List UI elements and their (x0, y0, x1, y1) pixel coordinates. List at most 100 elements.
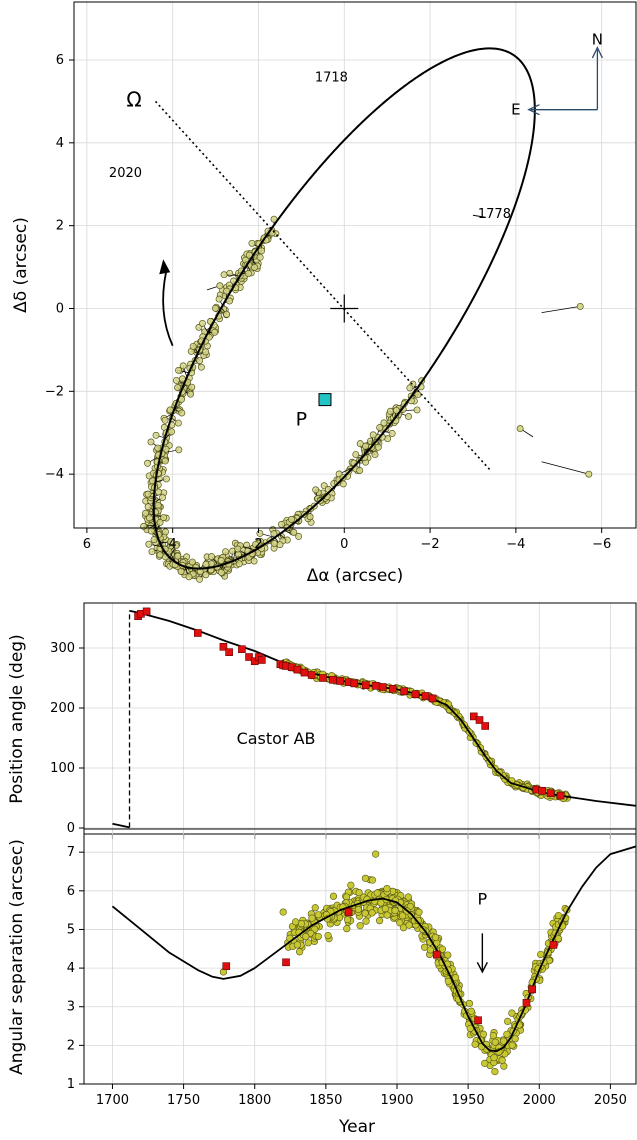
pa-micrometric-point (371, 681, 380, 690)
pa-micrometric-point (319, 674, 327, 682)
orbit-observation-point (252, 540, 259, 548)
orbit-observation-point (290, 528, 298, 536)
orbit-observation-point (211, 328, 219, 336)
sep-micrometric-point (549, 941, 558, 949)
orbit-x-tick-label: −2 (420, 537, 439, 552)
sep-plot: P (111, 845, 637, 1053)
sep-x-tick-label: 2000 (523, 1093, 556, 1108)
orbit-observation-point (217, 556, 225, 564)
pa-axes-frame (83, 602, 637, 835)
orbit-overlay: Ω 1718 1778 2020 P N E (109, 30, 603, 570)
pa-micrometric-point (421, 692, 430, 700)
separation-panel: P 1700 1750 1800 1850 1900 1950 2000 2050 1 2 3 4 5 6… (7, 828, 637, 1137)
sep-observation-point (452, 973, 460, 982)
sep-observation-point (368, 876, 376, 884)
orbit-observation-point (413, 406, 421, 414)
sep-observation-point (291, 918, 300, 926)
orbit-observation-point (144, 503, 152, 511)
sep-observation-point (491, 1068, 499, 1076)
sep-x-tick-label: 1900 (380, 1093, 413, 1108)
sep-x-tick-label: 1800 (238, 1093, 271, 1108)
orbit-grid (74, 2, 636, 528)
sep-observation-point (511, 1035, 519, 1043)
sep-observation-point (308, 914, 316, 922)
orbit-observation-point (144, 459, 152, 467)
orbit-annotation: 2020 (109, 166, 142, 181)
north-arrowhead (591, 46, 603, 59)
pa-plot: Castor AB (112, 607, 637, 829)
orbit-x-tick-label: 2 (254, 537, 262, 552)
sep-observation-point (383, 884, 391, 893)
orbit-observation-point (142, 509, 149, 517)
orbit-observation-point (217, 569, 225, 576)
sep-observation-point (438, 945, 447, 953)
sep-observation-point (304, 939, 312, 947)
sep-micrometric-point (222, 962, 231, 970)
pa-micrometric-point (481, 722, 489, 730)
pa-micrometric-point (378, 683, 387, 691)
sep-observation-point (426, 946, 434, 954)
sep-observation-point (490, 1054, 498, 1062)
orbit-observation-point (145, 514, 153, 522)
pa-micrometric-point (194, 629, 202, 637)
orbit-y-tick-label: −2 (45, 384, 64, 399)
sep-observation-point (491, 1038, 499, 1046)
sep-observation-point (508, 1009, 516, 1017)
orbit-observation-point (306, 513, 314, 521)
year-tick-1778 (472, 214, 486, 218)
orbit-observation-point (414, 391, 422, 399)
pa-y-tick-label: 0 (67, 821, 75, 836)
orbit-annotation: N (592, 30, 603, 48)
sep-observation-point (405, 921, 413, 929)
orbit-observation-point (196, 357, 204, 365)
pa-micrometric-point (556, 791, 565, 800)
sep-observation-point (314, 932, 322, 941)
pa-y-tick-label: 200 (50, 701, 75, 716)
orbit-observation-point (376, 424, 384, 432)
sep-micrometric-point (474, 1016, 482, 1025)
orbit-observation-point (172, 376, 180, 384)
pa-annotation: Castor AB (237, 729, 316, 748)
orbit-observation-point (248, 239, 256, 247)
pa-micrometric-point (300, 668, 309, 677)
orbit-y-tick-label: −4 (45, 467, 64, 482)
orbit-observation-point (175, 446, 183, 454)
sep-axes-frame (83, 828, 637, 1085)
orbit-observation-point (220, 271, 228, 279)
orbit-observation-point (276, 541, 284, 549)
sep-x-tick-label: 1950 (452, 1093, 485, 1108)
sep-observation-point (500, 1062, 508, 1070)
sep-observation-point (355, 888, 363, 897)
orbit-observation-point (211, 304, 219, 312)
orbit-observation-point (196, 575, 203, 583)
orbit-x-tick-label: 4 (169, 537, 177, 552)
pa-y-axis-label: Position angle (deg) (7, 634, 27, 803)
sep-observation-point (295, 948, 304, 956)
orbit-x-tick-label: −6 (592, 537, 611, 552)
orbit-observation-point (178, 409, 186, 417)
orbit-observation-point (226, 297, 233, 305)
orbit-observation-point (202, 571, 210, 579)
orbit-observation-point (362, 442, 370, 450)
orbit-observation-point (356, 467, 364, 474)
orbit-annotation: 1778 (478, 207, 511, 222)
pa-ticks: 0 100 200 300 (50, 641, 611, 839)
orbit-observation-point (258, 247, 266, 255)
sep-observation-point (314, 911, 322, 919)
pa-micrometric-point (307, 671, 316, 679)
sep-micrometric-point (282, 958, 290, 967)
sep-grid (84, 829, 636, 1085)
sep-observation-point (356, 922, 364, 930)
sep-observations (219, 850, 571, 1076)
orbit-x-tick-label: 0 (340, 537, 348, 552)
sep-observation-point (481, 1059, 489, 1067)
orbit-observation-point (161, 416, 169, 424)
sep-observation-point (383, 911, 391, 919)
sep-y-tick-label: 7 (67, 845, 75, 860)
orbit-observation-point (516, 425, 524, 433)
pa-micrometric-point (293, 665, 302, 674)
orbit-observation-point (295, 532, 303, 540)
pa-y-tick-label: 300 (50, 641, 75, 656)
sep-observation-point (398, 912, 407, 920)
